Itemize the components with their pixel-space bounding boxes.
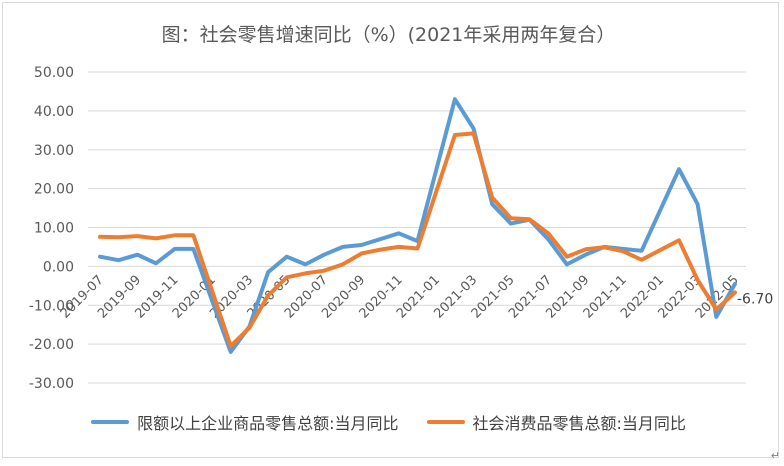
paragraph-mark: ↵ [770, 449, 780, 462]
y-tick-label: 30.00 [34, 143, 74, 159]
y-tick-label: 20.00 [34, 182, 74, 198]
legend-item-series-1: 限额以上企业商品零售总额:当月同比 [91, 410, 399, 434]
y-tick-label: -20.00 [29, 337, 74, 353]
chart-title: 图：社会零售增速同比（%）(2021年采用两年复合） [161, 24, 616, 46]
legend-label-series-1: 限额以上企业商品零售总额:当月同比 [137, 414, 399, 433]
series-line-2 [98, 131, 737, 349]
legend-label-series-2: 社会消费品零售总额:当月同比 [472, 414, 686, 433]
y-tick-label: -30.00 [29, 376, 74, 392]
y-tick-label: 0.00 [43, 259, 74, 275]
series-line-1 [98, 97, 737, 354]
legend-swatch-series-2 [426, 420, 465, 424]
y-tick-label: 10.00 [34, 221, 74, 237]
data-label: -6.70 [737, 291, 773, 307]
y-tick-label: -10.00 [29, 298, 74, 314]
legend-item-series-2: 社会消费品零售总额:当月同比 [426, 410, 686, 434]
y-tick-label: 40.00 [34, 104, 74, 120]
chart-legend: 限额以上企业商品零售总额:当月同比 社会消费品零售总额:当月同比 [0, 410, 777, 434]
legend-swatch-series-1 [91, 420, 130, 424]
y-tick-label: 50.00 [34, 65, 74, 81]
